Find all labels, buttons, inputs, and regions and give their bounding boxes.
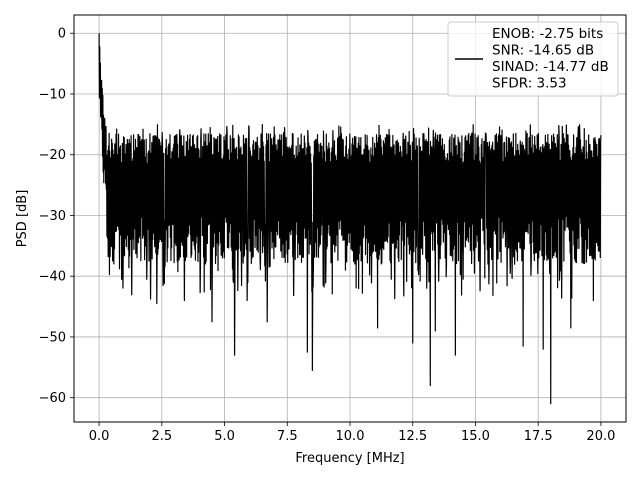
psd-series-line bbox=[98, 33, 602, 405]
y-tick-label: −20 bbox=[39, 148, 66, 163]
x-tick-label: 10.0 bbox=[336, 429, 365, 444]
x-tick-label: 12.5 bbox=[398, 429, 427, 444]
legend-snr: SNR: -14.65 dB bbox=[492, 43, 594, 59]
x-tick-label: 15.0 bbox=[461, 429, 490, 444]
x-tick-label: 20.0 bbox=[586, 429, 615, 444]
x-axis-label: Frequency [MHz] bbox=[295, 451, 404, 466]
ticks-layer: 0.0 2.5 5.0 7.5 10.0 12.5 15.0 17.5 20.0 0 −10 −20 −… bbox=[39, 27, 616, 444]
x-tick-label: 5.0 bbox=[214, 429, 235, 444]
y-axis-label: PSD [dB] bbox=[15, 190, 30, 248]
y-tick-label: 0 bbox=[58, 27, 66, 42]
x-tick-label: 17.5 bbox=[524, 429, 553, 444]
y-tick-label: −50 bbox=[39, 330, 66, 345]
x-tick-label: 2.5 bbox=[151, 429, 172, 444]
x-tick-label: 0.0 bbox=[89, 429, 110, 444]
y-tick-label: −30 bbox=[39, 209, 66, 224]
y-tick-label: −10 bbox=[39, 87, 66, 102]
legend: ENOB: -2.75 bits SNR: -14.65 dB SINAD: -… bbox=[447, 21, 619, 97]
series-layer bbox=[98, 33, 602, 405]
legend-box bbox=[447, 21, 619, 97]
legend-sinad: SINAD: -14.77 dB bbox=[492, 59, 609, 75]
x-tick-label: 7.5 bbox=[277, 429, 298, 444]
y-tick-label: −60 bbox=[39, 391, 66, 406]
y-tick-label: −40 bbox=[39, 270, 66, 285]
legend-enob: ENOB: -2.75 bits bbox=[492, 26, 603, 42]
legend-sfdr: SFDR: 3.53 bbox=[492, 76, 567, 92]
